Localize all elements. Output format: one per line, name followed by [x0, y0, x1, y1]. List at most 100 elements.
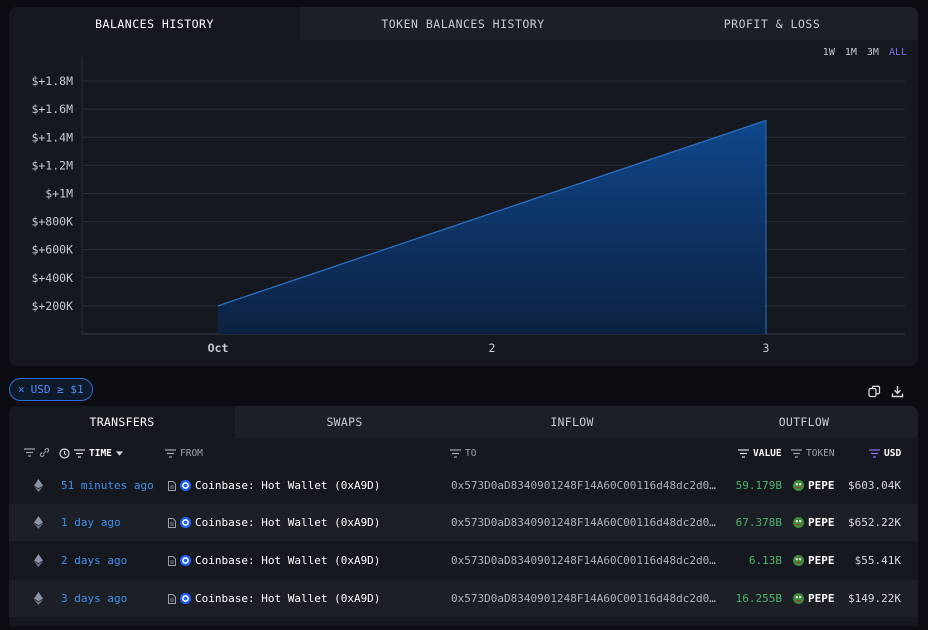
transfers-table-panel: TRANSFERS SWAPS INFLOW OUTFLOW TIME FROM…	[9, 406, 918, 626]
to-label[interactable]: 0x573D0aD8340901248F14A60C00116d48dc2d0…	[451, 516, 716, 529]
contract-icon	[168, 593, 176, 604]
token-cell[interactable]: PEPE	[793, 542, 835, 579]
transfer-value: 16.255B	[735, 592, 782, 605]
token-symbol: PEPE	[808, 554, 835, 567]
tab-inflow[interactable]: INFLOW	[454, 406, 690, 438]
copy-icon[interactable]	[868, 385, 881, 398]
from-address[interactable]: Coinbase: Hot Wallet (0xA9D)	[168, 542, 380, 579]
time-header-label: TIME	[89, 448, 112, 459]
transfer-time-link[interactable]: 51 minutes ago	[61, 479, 154, 492]
ethereum-chain-icon	[34, 580, 43, 617]
range-all[interactable]: ALL	[888, 47, 907, 58]
tab-balances-history[interactable]: BALANCES HISTORY	[9, 7, 300, 40]
tab-token-balances-history[interactable]: TOKEN BALANCES HISTORY	[300, 7, 626, 40]
y-tick-label: $+1.6M	[31, 102, 73, 116]
usd-filter-chip[interactable]: × USD ≥ $1	[9, 378, 93, 401]
range-1w[interactable]: 1W	[822, 47, 835, 58]
transfer-time-link[interactable]: 1 day ago	[61, 516, 121, 529]
y-tick-label: $+1.4M	[31, 130, 73, 144]
to-address[interactable]: 0x573D0aD8340901248F14A60C00116d48dc2d0…	[451, 580, 723, 617]
filter-icon[interactable]	[450, 449, 461, 458]
contract-icon	[168, 517, 176, 528]
contract-icon	[168, 480, 176, 491]
filter-icon[interactable]	[165, 449, 176, 458]
y-tick-label: $+600K	[31, 243, 73, 257]
filter-row: × USD ≥ $1	[9, 378, 918, 402]
chevron-down-icon[interactable]	[115, 451, 123, 456]
token-cell[interactable]: PEPE	[793, 504, 835, 541]
usd-header-label: USD	[884, 448, 902, 459]
from-column-header[interactable]: FROM	[165, 448, 203, 459]
filter-icon[interactable]	[869, 449, 880, 458]
to-header-label: TO	[465, 448, 477, 459]
filter-icon[interactable]	[74, 449, 85, 458]
table-row[interactable]: 3 days ago Coinbase: Hot Wallet (0xA9D) …	[9, 580, 918, 617]
filter-icon[interactable]	[791, 449, 802, 458]
to-label[interactable]: 0x573D0aD8340901248F14A60C00116d48dc2d0…	[451, 592, 716, 605]
value-column-header[interactable]: VALUE	[738, 448, 782, 459]
usd-value: $55.41K	[854, 554, 901, 567]
balance-series-line	[217, 119, 767, 307]
ethereum-chain-icon	[34, 542, 43, 579]
tab-transfers[interactable]: TRANSFERS	[9, 406, 235, 438]
contract-icon	[168, 555, 176, 566]
pepe-token-icon	[793, 593, 804, 604]
to-address[interactable]: 0x573D0aD8340901248F14A60C00116d48dc2d0…	[451, 542, 723, 579]
y-tick-label: $+800K	[31, 215, 73, 229]
to-address[interactable]: 0x573D0aD8340901248F14A60C00116d48dc2d0…	[451, 467, 723, 504]
usd-value: $652.22K	[848, 516, 901, 529]
tab-profit-loss[interactable]: PROFIT & LOSS	[626, 7, 918, 40]
y-tick-label: $+200K	[31, 299, 73, 313]
to-column-header[interactable]: TO	[450, 448, 476, 459]
table-row[interactable]: 2 days ago Coinbase: Hot Wallet (0xA9D) …	[9, 542, 918, 579]
y-tick-label: $+1.2M	[31, 158, 73, 172]
to-label[interactable]: 0x573D0aD8340901248F14A60C00116d48dc2d0…	[451, 479, 716, 492]
range-1m[interactable]: 1M	[844, 47, 857, 58]
filter-chip-label: USD ≥ $1	[30, 383, 84, 396]
coinbase-icon	[180, 480, 191, 491]
from-address[interactable]: Coinbase: Hot Wallet (0xA9D)	[168, 504, 380, 541]
to-address[interactable]: 0x573D0aD8340901248F14A60C00116d48dc2d0…	[451, 504, 723, 541]
transfer-time-link[interactable]: 3 days ago	[61, 592, 128, 605]
x-tick-label: 3	[763, 341, 770, 355]
usd-value: $603.04K	[848, 479, 901, 492]
ethereum-chain-icon	[34, 504, 43, 541]
transfer-time-link[interactable]: 2 days ago	[61, 554, 128, 567]
filter-icon[interactable]	[738, 449, 749, 458]
token-cell[interactable]: PEPE	[793, 467, 835, 504]
to-label[interactable]: 0x573D0aD8340901248F14A60C00116d48dc2d0…	[451, 554, 716, 567]
table-row[interactable]: 1 day ago Coinbase: Hot Wallet (0xA9D) 0…	[9, 504, 918, 541]
token-header-label: TOKEN	[806, 448, 835, 459]
usd-column-header[interactable]: USD	[869, 448, 901, 459]
token-symbol: PEPE	[808, 479, 835, 492]
download-icon[interactable]	[891, 385, 904, 398]
token-column-header[interactable]: TOKEN	[791, 448, 835, 459]
chain-column-header[interactable]	[24, 448, 50, 457]
table-row[interactable]: 51 minutes ago Coinbase: Hot Wallet (0xA…	[9, 467, 918, 504]
ethereum-chain-icon	[34, 467, 43, 504]
y-tick-label: $+1M	[45, 186, 73, 200]
clock-icon	[59, 448, 70, 459]
token-symbol: PEPE	[808, 592, 835, 605]
link-icon	[39, 448, 50, 457]
pepe-token-icon	[793, 517, 804, 528]
from-label: Coinbase: Hot Wallet (0xA9D)	[195, 592, 381, 605]
transfer-value: 6.13B	[748, 554, 782, 567]
usd-value: $149.22K	[848, 592, 901, 605]
tab-outflow[interactable]: OUTFLOW	[690, 406, 918, 438]
pepe-token-icon	[793, 480, 804, 491]
time-column-header[interactable]: TIME	[59, 448, 123, 459]
filter-icon[interactable]	[24, 448, 35, 457]
from-address[interactable]: Coinbase: Hot Wallet (0xA9D)	[168, 580, 380, 617]
coinbase-icon	[180, 593, 191, 604]
pepe-token-icon	[793, 555, 804, 566]
range-3m[interactable]: 3M	[866, 47, 879, 58]
y-tick-label: $+1.8M	[31, 74, 73, 88]
close-icon[interactable]: ×	[18, 383, 25, 396]
from-label: Coinbase: Hot Wallet (0xA9D)	[195, 516, 381, 529]
coinbase-icon	[180, 517, 191, 528]
from-address[interactable]: Coinbase: Hot Wallet (0xA9D)	[168, 467, 380, 504]
from-header-label: FROM	[180, 448, 203, 459]
tab-swaps[interactable]: SWAPS	[235, 406, 454, 438]
token-cell[interactable]: PEPE	[793, 580, 835, 617]
